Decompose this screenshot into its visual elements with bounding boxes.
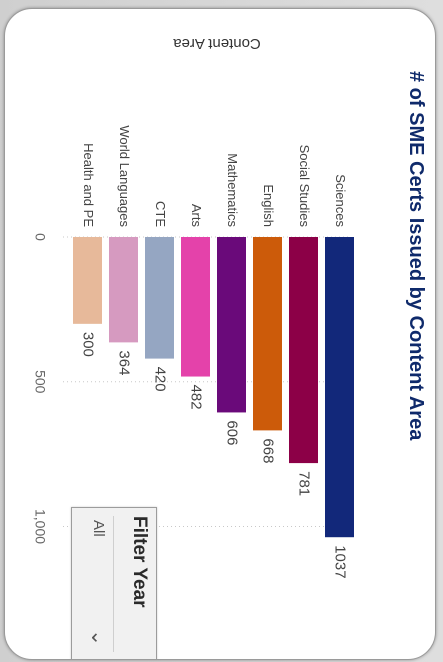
bar-social-studies[interactable] (289, 237, 318, 464)
data-label: 781 (296, 471, 313, 496)
value-tick-label: 0 (32, 233, 48, 241)
value-tick-label: 1,000 (32, 509, 48, 544)
bar-mathematics[interactable] (217, 237, 246, 413)
category-labels: Sciences Social Studies English Mathematics… (81, 125, 348, 227)
data-label: 364 (116, 350, 133, 375)
bar-cte[interactable] (145, 237, 174, 359)
category-label: Social Studies (297, 145, 312, 228)
category-label: Mathematics (225, 153, 240, 227)
bar-english[interactable] (253, 237, 282, 431)
chevron-down-icon: ⌄ (87, 629, 111, 646)
chart-title: # of SME Certs Issued by Content Area (405, 71, 427, 441)
category-label: World Languages (117, 125, 132, 227)
value-tick-labels: 0 500 1,000 (32, 233, 48, 544)
data-labels: 1037 781 668 606 482 420 364 300 (80, 332, 349, 579)
category-label: Arts (189, 204, 204, 228)
data-label: 300 (80, 332, 97, 357)
data-label: 1037 (332, 545, 349, 578)
category-label: Sciences (333, 174, 348, 227)
category-label: English (261, 184, 276, 227)
bar-arts[interactable] (181, 237, 210, 377)
filter-year-dropdown[interactable]: All ⌄ (81, 516, 114, 652)
filter-year-value: All (90, 520, 107, 537)
chart-card: # of SME Certs Issued by Content Area Co… (4, 8, 436, 660)
data-label: 606 (224, 420, 241, 445)
category-label: CTE (153, 201, 168, 227)
bar-health-and-pe[interactable] (73, 237, 102, 324)
category-axis-title: Content Area (173, 35, 261, 52)
data-label: 668 (260, 438, 277, 463)
filter-year-title: Filter Year (129, 516, 150, 608)
bar-sciences[interactable] (325, 237, 354, 538)
value-tick-label: 500 (32, 370, 48, 394)
bar-chart: # of SME Certs Issued by Content Area Co… (32, 35, 427, 579)
data-label: 420 (152, 367, 169, 392)
filter-year-slicer[interactable]: Filter Year All ⌄ (71, 507, 157, 659)
category-label: Health and PE (81, 143, 96, 227)
bar-world-languages[interactable] (109, 237, 138, 343)
bars (73, 237, 354, 538)
data-label: 482 (188, 385, 205, 410)
